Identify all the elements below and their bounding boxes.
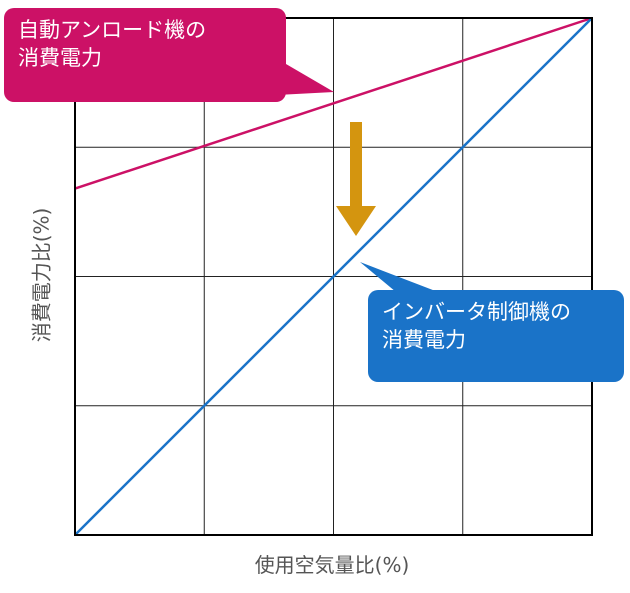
inverter-label-box: インバータ制御機の 消費電力: [368, 290, 624, 382]
y-axis-label: 消費電力比(%): [29, 207, 54, 343]
plot-frame: [74, 17, 593, 536]
series-lines: [74, 16, 593, 536]
reduction-arrow: [336, 122, 376, 236]
series-line-0: [74, 16, 593, 190]
inverter-label-line2: 消費電力: [382, 328, 466, 352]
inverter-label-line1: インバータ制御機の: [382, 300, 571, 324]
x-axis-label: 使用空気量比(%): [254, 553, 410, 577]
inverter-pointer: [360, 262, 438, 292]
auto-unload-label-line1: 自動アンロード機の: [18, 18, 207, 42]
reduction-arrow-shape: [336, 122, 376, 236]
series-line-1: [74, 17, 593, 536]
auto-unload-label-box: 自動アンロード機の 消費電力: [4, 8, 286, 102]
auto-unload-label-line2: 消費電力: [18, 46, 102, 70]
